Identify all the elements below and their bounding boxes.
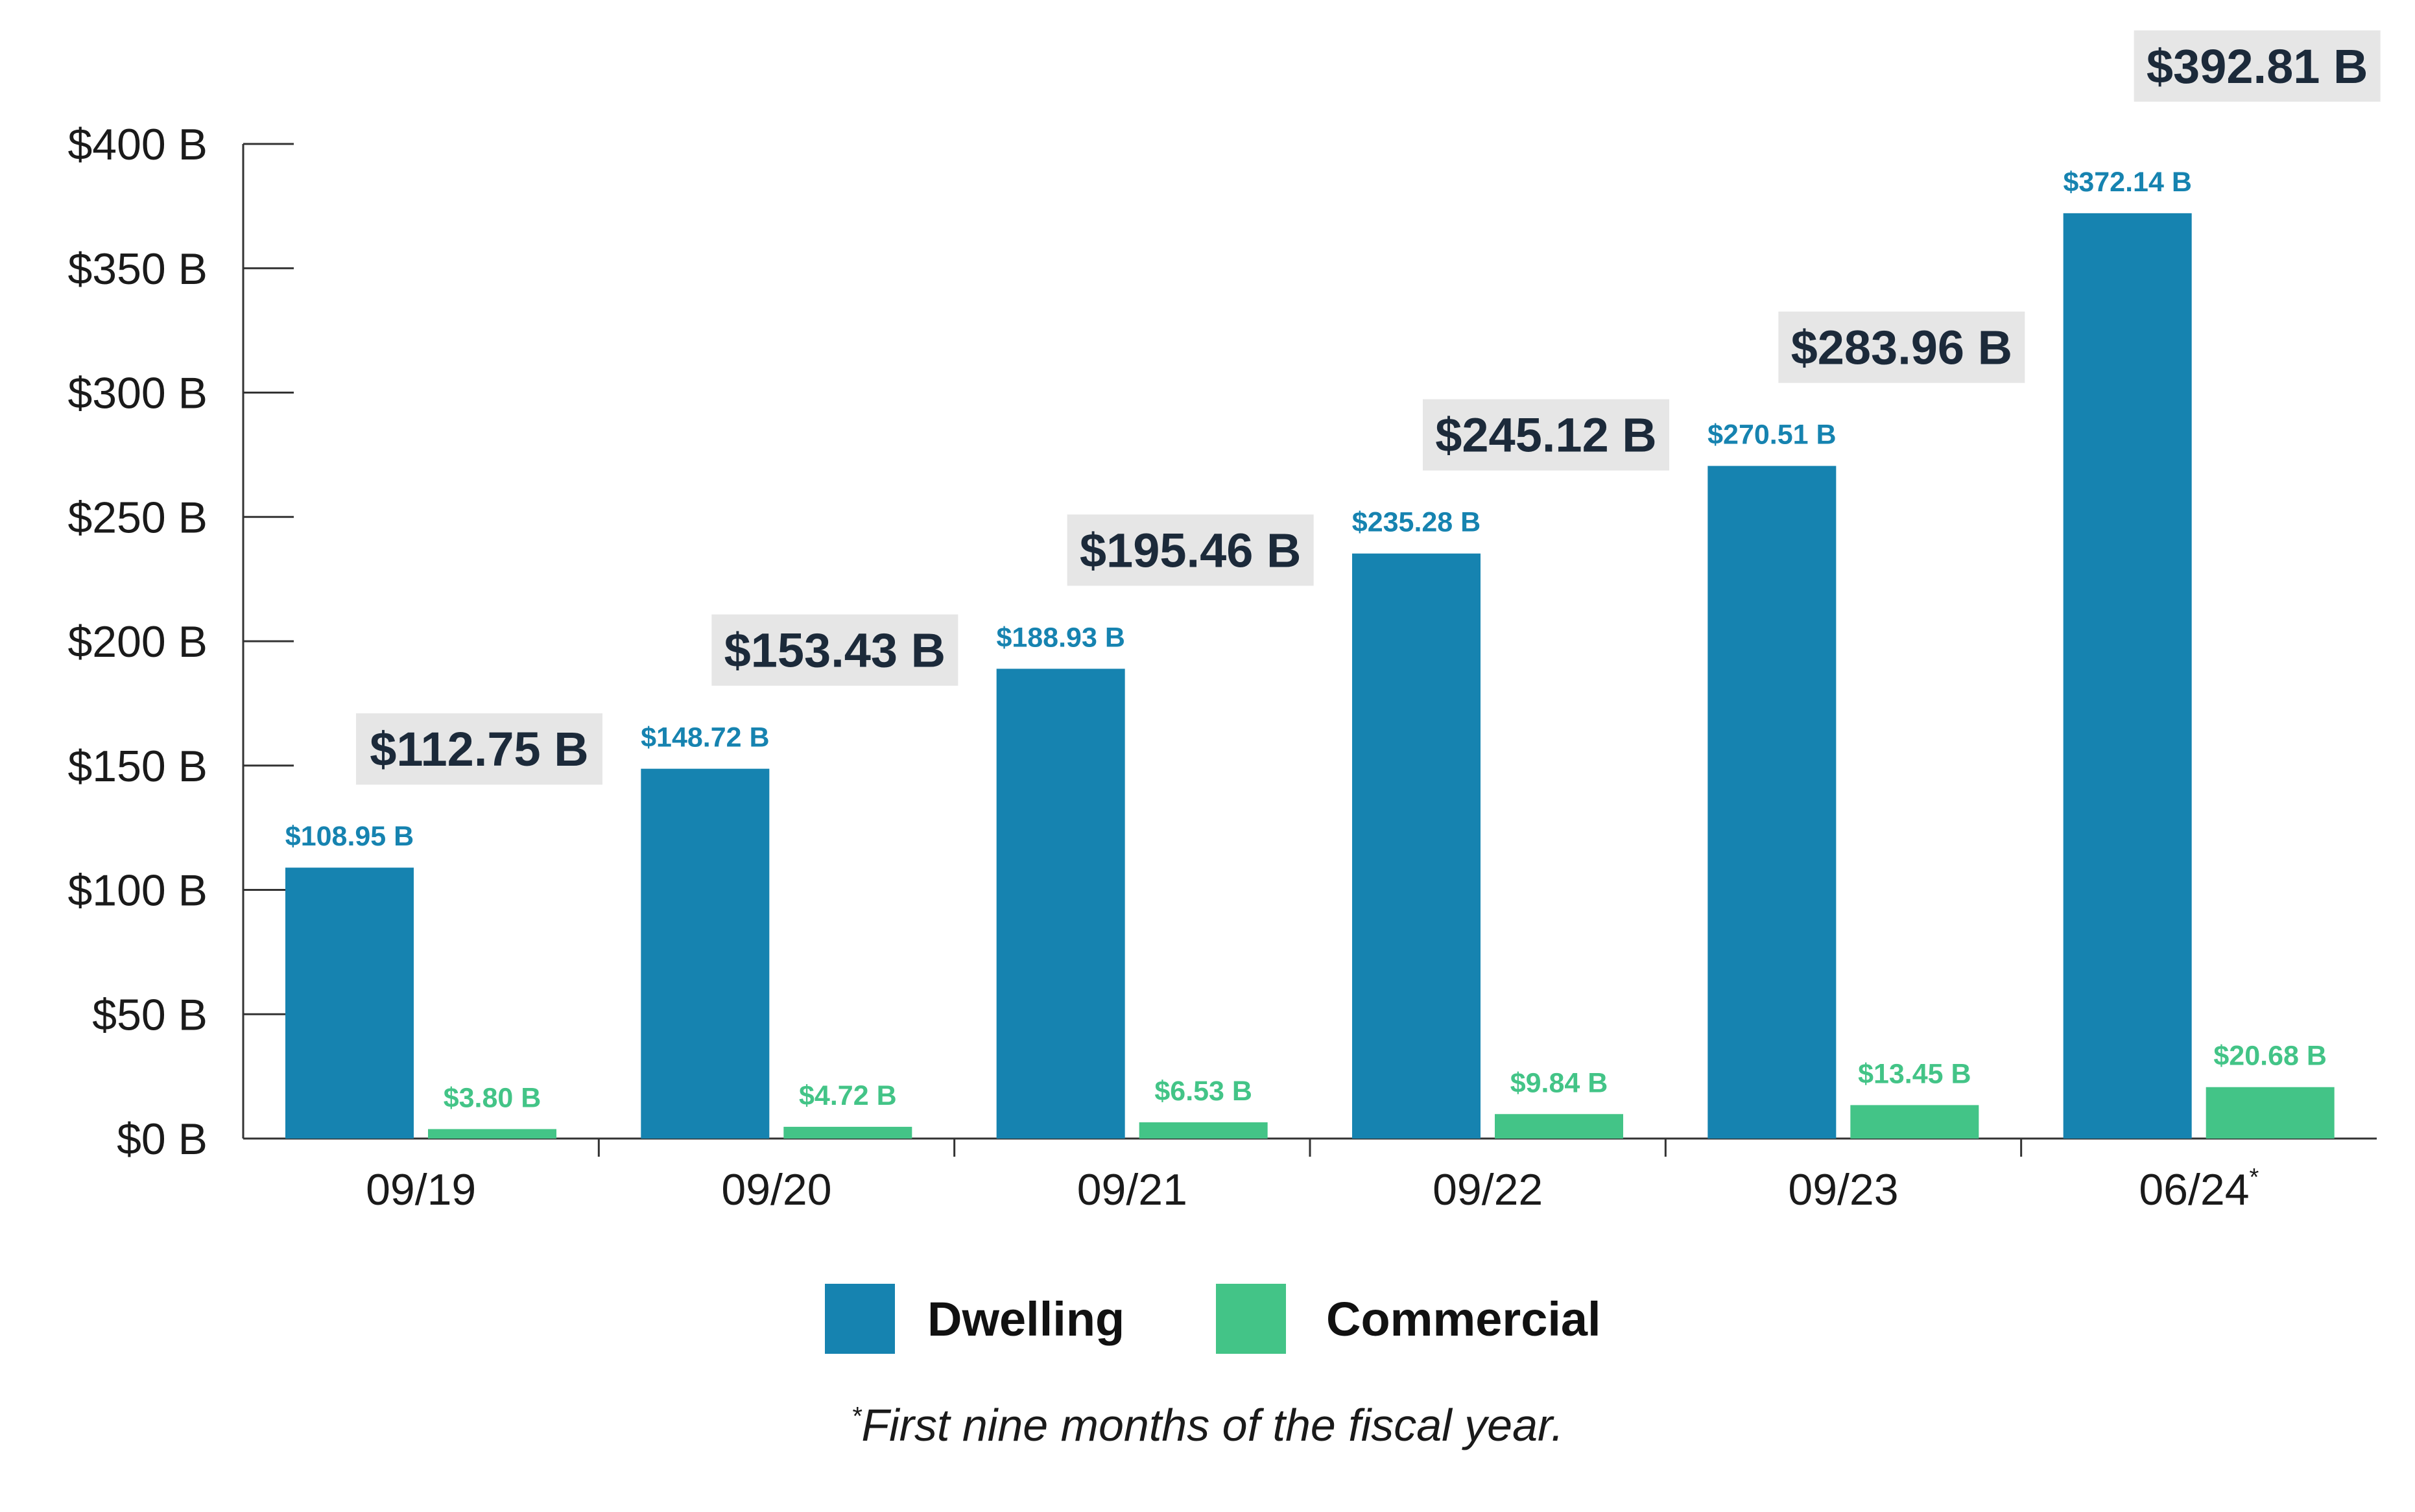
x-tick-label: 09/20: [721, 1165, 831, 1214]
total-value-label: $283.96 B: [1791, 321, 2013, 375]
bar-dwelling: [996, 668, 1125, 1139]
total-value-label: $195.46 B: [1080, 523, 1302, 577]
total-label-background: [1067, 514, 1314, 586]
value-labels: $108.95 B $3.80 B $112.75 B $148.72 B $4.72 …: [285, 30, 2381, 1113]
bar-value-label-commercial: $6.53 B: [1154, 1076, 1252, 1107]
bar-commercial: [2206, 1087, 2335, 1139]
bar-value-label-commercial: $4.72 B: [799, 1080, 897, 1111]
bar-commercial: [1850, 1105, 1979, 1139]
bar-commercial: [783, 1126, 912, 1139]
y-tick-label: $100 B: [67, 866, 208, 915]
bar-value-label-dwelling: $188.93 B: [996, 622, 1124, 653]
legend-label-commercial: Commercial: [1326, 1292, 1601, 1346]
legend-swatch-commercial: [1216, 1284, 1286, 1354]
bar-value-label-dwelling: $108.95 B: [285, 821, 414, 852]
bar-value-label-dwelling: $148.72 B: [641, 722, 769, 753]
x-tick-label: 09/23: [1788, 1165, 1898, 1214]
y-tick-label: $350 B: [67, 244, 208, 294]
y-tick-label: $400 B: [67, 120, 208, 169]
footnote: *First nine months of the fiscal year.: [0, 1399, 2415, 1451]
total-value-label: $245.12 B: [1435, 408, 1657, 462]
legend-swatch-dwelling: [825, 1284, 895, 1354]
total-label-background: [356, 713, 602, 785]
y-tick-label: $0 B: [117, 1115, 208, 1164]
total-label-background: [1423, 399, 1669, 471]
bars: [285, 213, 2335, 1139]
total-value-label: $392.81 B: [2147, 40, 2368, 93]
y-tick-label: $150 B: [67, 742, 208, 791]
total-value-label: $112.75 B: [370, 722, 588, 776]
bar-dwelling: [285, 868, 414, 1139]
bar-value-label-commercial: $13.45 B: [1858, 1058, 1971, 1089]
bar-value-label-dwelling: $235.28 B: [1352, 507, 1481, 538]
y-tick-label: $300 B: [67, 369, 208, 418]
y-tick-label: $250 B: [67, 493, 208, 542]
bar-value-label-dwelling: $270.51 B: [1707, 419, 1836, 451]
bar-dwelling: [1352, 553, 1481, 1139]
bar-commercial: [1495, 1114, 1623, 1139]
bar-value-label-dwelling: $372.14 B: [2063, 167, 2191, 198]
y-axis: $0 B $50 B $100 B $150 B $200 B $250 B $300 B $…: [67, 120, 294, 1164]
legend-label-dwelling: Dwelling: [927, 1292, 1124, 1346]
footnote-mark: *: [851, 1402, 862, 1431]
footnote-text: First nine months of the fiscal year.: [861, 1400, 1564, 1450]
bar-dwelling: [2063, 213, 2192, 1139]
total-value-label: $153.43 B: [724, 624, 946, 678]
bar-commercial: [1139, 1122, 1268, 1139]
bar-dwelling: [1707, 466, 1837, 1139]
y-tick-label: $200 B: [67, 617, 208, 667]
x-tick-label: 09/19: [366, 1165, 476, 1214]
x-tick-footnote-mark: *: [2250, 1164, 2259, 1191]
legend: Dwelling Commercial: [825, 1284, 1601, 1354]
total-label-background: [2134, 30, 2381, 102]
bar-value-label-commercial: $20.68 B: [2213, 1041, 2327, 1072]
bar-dwelling: [641, 768, 770, 1139]
x-tick-label: 09/21: [1077, 1165, 1187, 1214]
total-label-background: [711, 614, 958, 686]
y-tick-label: $50 B: [92, 990, 208, 1039]
bar-commercial: [428, 1129, 556, 1139]
x-tick-label: 09/22: [1433, 1165, 1543, 1214]
x-tick-label: 06/24*: [2139, 1164, 2259, 1214]
bar-value-label-commercial: $9.84 B: [1510, 1067, 1608, 1098]
x-axis: 09/19 09/20 09/21 09/22 09/23 06/24*: [243, 1137, 2377, 1214]
bar-value-label-commercial: $3.80 B: [444, 1082, 541, 1113]
total-label-background: [1778, 311, 2025, 383]
